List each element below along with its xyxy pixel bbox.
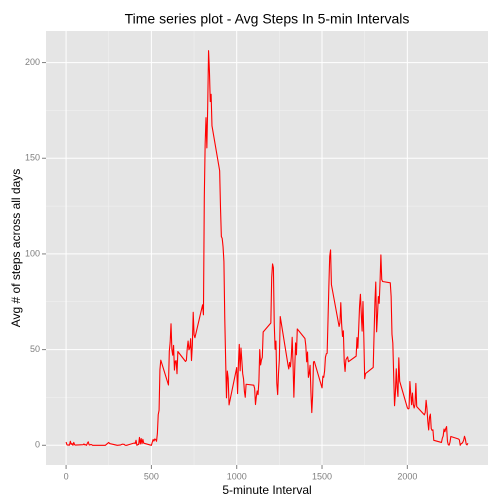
y-tick-label: 100: [25, 248, 40, 258]
x-tick-label: 500: [144, 471, 159, 481]
x-tick-label: 1500: [312, 471, 332, 481]
x-tick-label: 0: [64, 471, 69, 481]
x-axis-label: 5-minute Interval: [222, 483, 311, 497]
y-tick-label: 150: [25, 153, 40, 163]
y-axis-label: Avg # of steps across all days: [9, 169, 23, 328]
data-line: [65, 50, 469, 446]
chart-title: Time series plot - Avg Steps In 5-min In…: [125, 11, 410, 27]
y-tick-label: 0: [35, 440, 40, 450]
y-tick-label: 200: [25, 57, 40, 67]
y-tick-label: 50: [30, 344, 40, 354]
plot-panel: [46, 31, 488, 465]
x-tick-label: 1000: [227, 471, 247, 481]
x-tick-label: 2000: [397, 471, 417, 481]
